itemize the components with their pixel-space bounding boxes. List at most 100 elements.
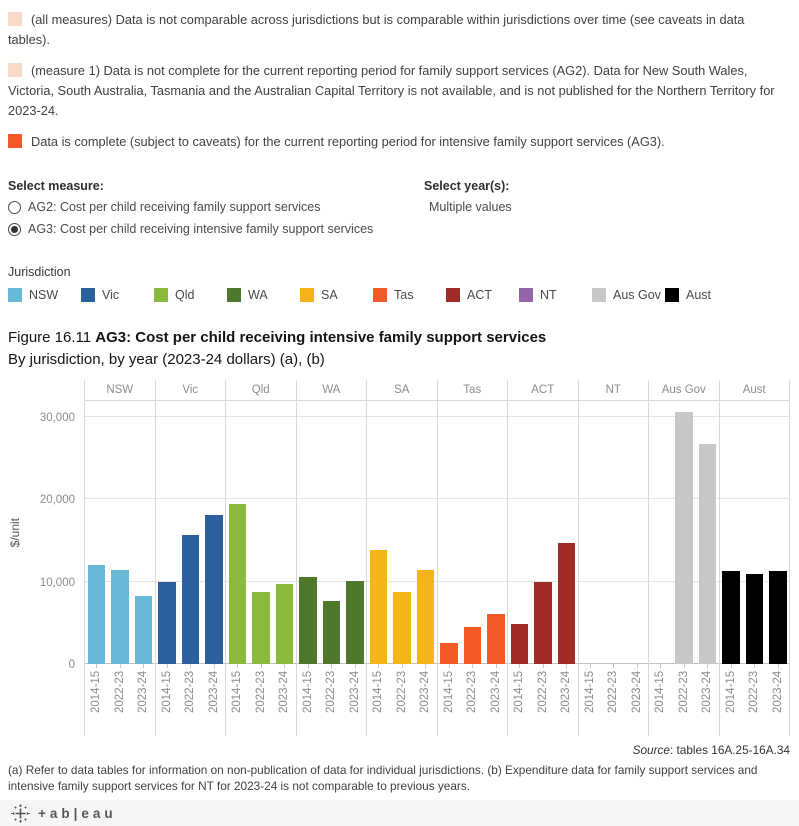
column-header: Tas xyxy=(437,380,507,401)
legend-item[interactable]: Vic xyxy=(81,288,154,302)
jurisdiction-column-act: ACT 2014-15 2022-23 2023-24 xyxy=(508,380,579,736)
x-tick-label: 2023-24 xyxy=(419,671,432,714)
radio-option-label: AG3: Cost per child receiving intensive … xyxy=(28,222,374,236)
bar[interactable] xyxy=(440,643,458,664)
legend-item[interactable]: Aust xyxy=(665,288,738,302)
column-header: Vic xyxy=(155,380,225,401)
x-tick-label: 2014-15 xyxy=(372,671,385,714)
x-tick: 2014-15 xyxy=(440,664,458,735)
column-header: Aust xyxy=(719,380,789,401)
years-value[interactable]: Multiple values xyxy=(429,200,512,214)
radio-button-icon[interactable] xyxy=(8,222,21,236)
y-tick-label: 0 xyxy=(68,659,75,671)
legend-item[interactable]: Aus Gov xyxy=(592,288,665,302)
bar[interactable] xyxy=(181,535,199,664)
x-tick: 2014-15 xyxy=(652,664,670,735)
x-tick: 2023-24 xyxy=(769,664,787,735)
caveat-list: (all measures) Data is not comparable ac… xyxy=(0,0,799,152)
bar[interactable] xyxy=(205,514,223,664)
x-labels: 2014-15 2022-23 2023-24 xyxy=(156,664,226,735)
x-labels: 2014-15 2022-23 2023-24 xyxy=(85,664,155,735)
jurisdiction-column-aust: Aust 2014-15 2022-23 2023-24 xyxy=(719,380,790,736)
x-tick-label: 2014-15 xyxy=(301,671,314,714)
bar[interactable] xyxy=(299,577,317,664)
caveat-item: (all measures) Data is not comparable ac… xyxy=(8,10,785,50)
x-tick-label: 2023-24 xyxy=(630,671,643,714)
x-tick: 2023-24 xyxy=(487,664,505,735)
bar[interactable] xyxy=(769,570,787,664)
legend-item[interactable]: SA xyxy=(300,288,373,302)
legend-item[interactable]: WA xyxy=(227,288,300,302)
caveat-item: Data is complete (subject to caveats) fo… xyxy=(8,132,785,152)
caveat-color-swatch xyxy=(8,63,22,77)
x-tick: 2022-23 xyxy=(111,664,129,735)
bar[interactable] xyxy=(228,504,246,664)
x-tick-label: 2023-24 xyxy=(701,671,714,714)
legend-item[interactable]: NSW xyxy=(8,288,81,302)
bar[interactable] xyxy=(111,570,129,664)
bar[interactable] xyxy=(134,596,152,664)
y-tick-label: 30,000 xyxy=(39,411,75,424)
x-tick-label: 2023-24 xyxy=(771,671,784,714)
bar[interactable] xyxy=(346,581,364,664)
bar[interactable] xyxy=(369,550,387,664)
x-tick: 2022-23 xyxy=(746,664,764,735)
jurisdiction-column-nt: NT 2014-15 2022-23 2023-24 xyxy=(578,380,649,736)
bar[interactable] xyxy=(322,601,340,664)
y-axis-title: $/unit xyxy=(8,517,22,548)
x-tick: 2022-23 xyxy=(182,664,200,735)
tableau-logo-icon[interactable] xyxy=(11,804,30,823)
x-tick: 2022-23 xyxy=(252,664,270,735)
legend-item[interactable]: Tas xyxy=(373,288,446,302)
legend-item[interactable]: ACT xyxy=(446,288,519,302)
bar[interactable] xyxy=(87,564,105,664)
x-tick-label: 2022-23 xyxy=(607,671,620,714)
bar[interactable] xyxy=(158,581,176,664)
legend-item[interactable]: Qld xyxy=(154,288,227,302)
select-years-label: Select year(s): xyxy=(424,179,510,193)
x-tick: 2022-23 xyxy=(393,664,411,735)
x-tick: 2014-15 xyxy=(88,664,106,735)
bar[interactable] xyxy=(534,581,552,664)
bar[interactable] xyxy=(557,542,575,664)
jurisdiction-column-qld: Qld 2014-15 2022-23 2023-24 xyxy=(226,380,297,736)
bar[interactable] xyxy=(675,412,693,664)
bar[interactable] xyxy=(745,574,763,664)
bar[interactable] xyxy=(463,626,481,664)
legend-items: NSW Vic Qld WA SA Tas ACT NT Aus Gov Aust xyxy=(8,288,799,302)
jurisdiction-column-nsw: NSW 2014-15 2022-23 2023-24 xyxy=(84,380,156,736)
bar[interactable] xyxy=(393,591,411,664)
bar[interactable] xyxy=(510,624,528,664)
x-tick: 2014-15 xyxy=(370,664,388,735)
column-header: NT xyxy=(578,380,648,401)
bar-chart: $/unit 0 10,000 20,000 30,000 NSW 2014-15 202… xyxy=(0,380,790,736)
tableau-logo-text[interactable]: +ab|eau xyxy=(38,805,117,821)
figure-subtitle: By jurisdiction, by year (2023-24 dollar… xyxy=(8,351,325,368)
x-tick-label: 2014-15 xyxy=(160,671,173,714)
x-labels: 2014-15 2022-23 2023-24 xyxy=(508,664,578,735)
x-tick-label: 2014-15 xyxy=(583,671,596,714)
x-tick-label: 2023-24 xyxy=(348,671,361,714)
x-tick: 2022-23 xyxy=(464,664,482,735)
legend-item[interactable]: NT xyxy=(519,288,592,302)
bar[interactable] xyxy=(252,592,270,664)
radio-option-label: AG2: Cost per child receiving family sup… xyxy=(28,200,321,214)
radio-button-icon[interactable] xyxy=(8,200,21,214)
radio-option[interactable]: AG3: Cost per child receiving intensive … xyxy=(8,222,424,236)
bar[interactable] xyxy=(416,570,434,664)
bar[interactable] xyxy=(275,583,293,664)
column-header: NSW xyxy=(85,380,155,401)
select-measure-label: Select measure: xyxy=(8,179,104,193)
radio-option[interactable]: AG2: Cost per child receiving family sup… xyxy=(8,200,424,214)
bar[interactable] xyxy=(487,613,505,664)
bar[interactable] xyxy=(722,570,740,664)
x-tick: 2014-15 xyxy=(299,664,317,735)
x-tick: 2023-24 xyxy=(205,664,223,735)
legend-swatch xyxy=(154,288,168,302)
caveat-text: (all measures) Data is not comparable ac… xyxy=(8,12,745,47)
legend-item-label: NSW xyxy=(29,288,59,302)
footnote: (a) Refer to data tables for information… xyxy=(8,763,758,793)
bar[interactable] xyxy=(698,443,716,664)
legend-swatch xyxy=(592,288,606,302)
